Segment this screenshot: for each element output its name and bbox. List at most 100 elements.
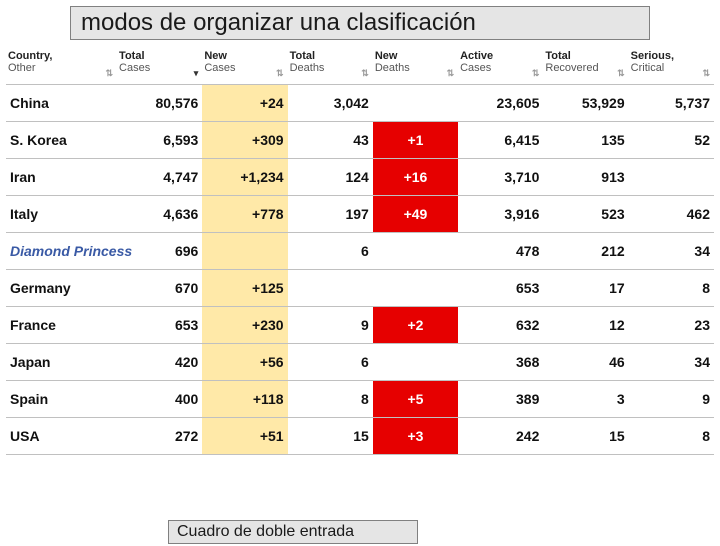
column-header-line1: New [204, 50, 285, 62]
page-title-bar: modos de organizar una clasificación [70, 6, 650, 40]
table-row: Japan420+5663684634 [6, 344, 714, 381]
column-header-line1: Total [119, 50, 200, 62]
cell-new_cases: +309 [202, 122, 287, 159]
table-row: Italy4,636+778197+493,916523462 [6, 196, 714, 233]
table-container: Country,Other⇅TotalCases▾NewCases⇅TotalD… [0, 46, 720, 455]
cell-new_cases: +778 [202, 196, 287, 233]
sort-icon[interactable]: ⇅ [361, 71, 369, 76]
column-header[interactable]: NewCases⇅ [202, 46, 287, 85]
cell-total_deaths: 43 [288, 122, 373, 159]
cell-active: 368 [458, 344, 543, 381]
column-header-line2: Deaths [375, 62, 456, 74]
page-title: modos de organizar una clasificación [81, 9, 476, 36]
cell-country: Diamond Princess [6, 233, 117, 270]
cell-recovered: 46 [543, 344, 628, 381]
cell-new_cases: +51 [202, 418, 287, 455]
cell-active: 23,605 [458, 85, 543, 122]
cell-critical: 8 [629, 418, 714, 455]
table-row: France653+2309+26321223 [6, 307, 714, 344]
column-header[interactable]: Serious,Critical⇅ [629, 46, 714, 85]
cell-new_cases: +1,234 [202, 159, 287, 196]
cell-recovered: 3 [543, 381, 628, 418]
column-header[interactable]: TotalRecovered⇅ [543, 46, 628, 85]
cell-active: 389 [458, 381, 543, 418]
cell-critical: 8 [629, 270, 714, 307]
cell-new_deaths [373, 233, 458, 270]
cell-total_deaths: 9 [288, 307, 373, 344]
cell-total_deaths: 6 [288, 233, 373, 270]
cell-new_cases: +56 [202, 344, 287, 381]
cell-critical: 23 [629, 307, 714, 344]
cell-active: 3,710 [458, 159, 543, 196]
table-row: Iran4,747+1,234124+163,710913 [6, 159, 714, 196]
sort-icon[interactable]: ⇅ [447, 71, 455, 76]
cell-country: Germany [6, 270, 117, 307]
cell-new_deaths [373, 270, 458, 307]
cell-active: 632 [458, 307, 543, 344]
table-row: Spain400+1188+538939 [6, 381, 714, 418]
cell-total_deaths: 197 [288, 196, 373, 233]
sort-icon[interactable]: ⇅ [702, 71, 710, 76]
table-row: Germany670+125 653178 [6, 270, 714, 307]
column-header-line1: New [375, 50, 456, 62]
cell-total_deaths: 124 [288, 159, 373, 196]
column-header[interactable]: TotalDeaths⇅ [288, 46, 373, 85]
column-header-line2: Critical [631, 62, 712, 74]
column-header[interactable]: TotalCases▾ [117, 46, 202, 85]
cell-total_deaths [288, 270, 373, 307]
table-row: S. Korea6,593+30943+16,41513552 [6, 122, 714, 159]
sort-icon[interactable]: ⇅ [106, 71, 114, 76]
cell-active: 6,415 [458, 122, 543, 159]
cell-critical: 462 [629, 196, 714, 233]
column-header[interactable]: Country,Other⇅ [6, 46, 117, 85]
cell-total_cases: 653 [117, 307, 202, 344]
column-header-line2: Cases [204, 62, 285, 74]
cell-new_deaths: +2 [373, 307, 458, 344]
table-header: Country,Other⇅TotalCases▾NewCases⇅TotalD… [6, 46, 714, 85]
cell-new_deaths: +16 [373, 159, 458, 196]
column-header-line2: Deaths [290, 62, 371, 74]
cell-critical: 34 [629, 344, 714, 381]
sort-icon[interactable]: ⇅ [617, 71, 625, 76]
cell-active: 653 [458, 270, 543, 307]
column-header-line1: Country, [8, 50, 115, 62]
cell-new_cases: +125 [202, 270, 287, 307]
sort-icon[interactable]: ⇅ [276, 71, 284, 76]
caption-text: Cuadro de doble entrada [177, 523, 354, 540]
cell-active: 3,916 [458, 196, 543, 233]
cell-recovered: 913 [543, 159, 628, 196]
cell-active: 242 [458, 418, 543, 455]
table-row: USA272+5115+3242158 [6, 418, 714, 455]
cell-total_cases: 80,576 [117, 85, 202, 122]
column-header[interactable]: NewDeaths⇅ [373, 46, 458, 85]
table-body: China80,576+243,04223,60553,9295,737S. K… [6, 85, 714, 455]
cell-total_cases: 670 [117, 270, 202, 307]
column-header-line2: Other [8, 62, 115, 74]
cell-total_cases: 6,593 [117, 122, 202, 159]
cell-total_cases: 4,636 [117, 196, 202, 233]
cell-critical: 52 [629, 122, 714, 159]
table-row: Diamond Princess696647821234 [6, 233, 714, 270]
cell-country: Italy [6, 196, 117, 233]
cell-country: Iran [6, 159, 117, 196]
cell-recovered: 12 [543, 307, 628, 344]
cell-recovered: 523 [543, 196, 628, 233]
cell-new_deaths [373, 85, 458, 122]
cell-recovered: 17 [543, 270, 628, 307]
sort-icon[interactable]: ▾ [194, 71, 199, 76]
cell-country: USA [6, 418, 117, 455]
column-header-line2: Cases [460, 62, 541, 74]
table-row: China80,576+243,04223,60553,9295,737 [6, 85, 714, 122]
column-header-line1: Active [460, 50, 541, 62]
cell-new_cases: +118 [202, 381, 287, 418]
cell-new_deaths [373, 344, 458, 381]
sort-icon[interactable]: ⇅ [532, 71, 540, 76]
cell-active: 478 [458, 233, 543, 270]
column-header[interactable]: ActiveCases⇅ [458, 46, 543, 85]
cell-new_deaths: +1 [373, 122, 458, 159]
cell-total_deaths: 15 [288, 418, 373, 455]
cell-recovered: 212 [543, 233, 628, 270]
cell-new_deaths: +5 [373, 381, 458, 418]
cell-critical: 9 [629, 381, 714, 418]
cell-recovered: 15 [543, 418, 628, 455]
